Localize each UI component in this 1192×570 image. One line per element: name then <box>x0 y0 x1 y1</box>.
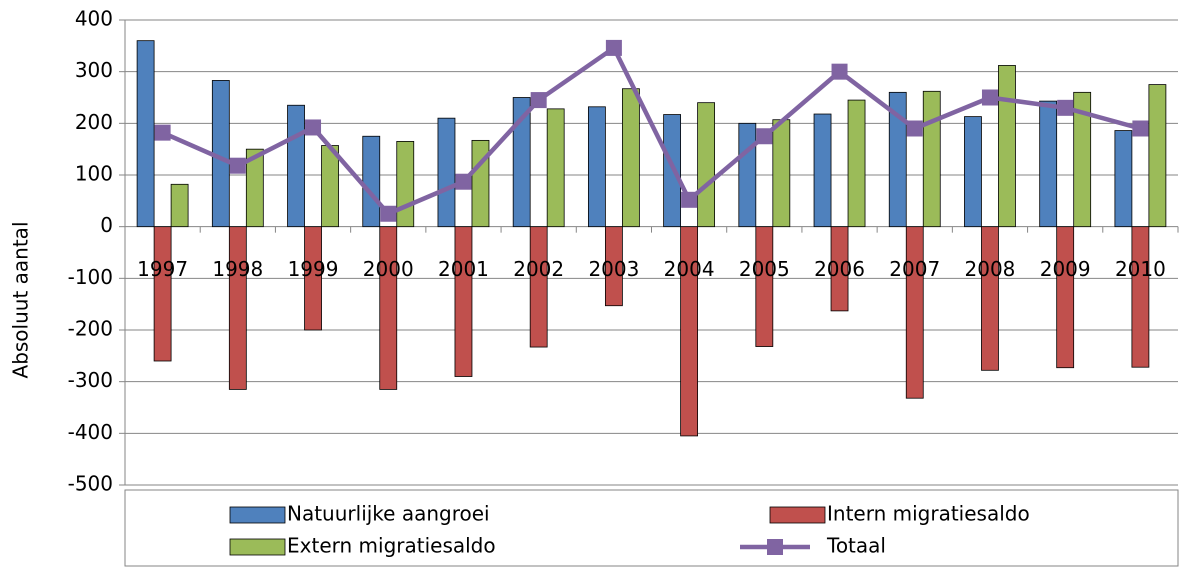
x-tick-label: 1997 <box>137 257 188 281</box>
marker <box>831 63 848 80</box>
marker <box>455 173 472 190</box>
x-tick-label: 2005 <box>739 257 790 281</box>
bar <box>680 226 699 437</box>
y-tick-label: -400 <box>68 420 113 444</box>
legend-label: Natuurlijke aangroei <box>287 502 490 526</box>
x-tick-label: 2007 <box>889 257 940 281</box>
legend-label: Intern migratiesaldo <box>827 502 1030 526</box>
bar <box>1131 226 1150 368</box>
y-tick-label: 100 <box>75 162 113 186</box>
x-tick-label: 2000 <box>363 257 414 281</box>
marker <box>1132 120 1149 137</box>
bar <box>587 106 606 228</box>
bar <box>1148 84 1167 228</box>
bar <box>437 117 456 228</box>
y-tick-label: 0 <box>100 213 113 237</box>
x-tick-label: 2001 <box>438 257 489 281</box>
marker <box>1057 99 1074 116</box>
bar <box>245 148 264 228</box>
x-tick-label: 2010 <box>1115 257 1166 281</box>
y-tick-label: 200 <box>75 110 113 134</box>
y-tick-label: 400 <box>75 7 113 31</box>
marker <box>681 191 698 208</box>
bar <box>471 139 490 228</box>
bar <box>228 226 247 390</box>
bar <box>1114 130 1133 228</box>
y-axis-title: Absoluut aantal <box>9 222 33 379</box>
y-tick-label: 300 <box>75 58 113 82</box>
bar <box>1056 226 1075 369</box>
bar <box>321 145 339 228</box>
x-tick-label: 1999 <box>288 257 339 281</box>
y-tick-label: -200 <box>68 317 113 341</box>
marker <box>981 89 998 106</box>
bar <box>621 88 640 228</box>
marker <box>380 205 397 222</box>
bar <box>888 91 907 228</box>
bar <box>813 113 832 228</box>
legend-swatch <box>229 538 286 556</box>
x-tick-label: 2008 <box>965 257 1016 281</box>
bar <box>755 226 774 347</box>
bar <box>170 183 189 228</box>
bar <box>153 226 172 362</box>
marker <box>305 119 322 136</box>
bar <box>604 226 623 307</box>
marker <box>229 157 246 174</box>
bar <box>738 122 757 228</box>
bar <box>922 90 941 228</box>
marker <box>530 92 547 109</box>
bar <box>136 40 155 228</box>
bar <box>529 226 548 348</box>
bar <box>847 99 866 228</box>
marker <box>605 39 622 56</box>
legend-label: Extern migratiesaldo <box>287 534 496 558</box>
bar <box>998 65 1016 228</box>
bar <box>362 135 381 228</box>
x-tick-label: 2003 <box>588 257 639 281</box>
bar <box>304 226 322 331</box>
bar <box>663 114 682 228</box>
x-tick-label: 2009 <box>1040 257 1091 281</box>
marker <box>154 124 171 141</box>
legend-box <box>124 489 1179 567</box>
bar <box>287 104 305 228</box>
bar <box>830 226 849 312</box>
bar <box>396 141 415 228</box>
legend-swatch <box>769 506 826 524</box>
bar <box>454 226 473 377</box>
bar <box>981 226 999 371</box>
bar <box>964 116 982 228</box>
bar <box>546 108 565 228</box>
bar <box>697 102 716 228</box>
bar <box>1039 100 1058 228</box>
x-tick-label: 2004 <box>664 257 715 281</box>
line <box>161 44 1141 217</box>
bar <box>772 119 791 228</box>
bar <box>512 97 531 228</box>
y-tick-label: -100 <box>68 265 113 289</box>
x-tick-label: 2006 <box>814 257 865 281</box>
legend-swatch <box>229 506 286 524</box>
x-tick-label: 2002 <box>513 257 564 281</box>
bar <box>1073 91 1092 228</box>
y-tick-label: -500 <box>68 472 113 496</box>
marker <box>756 128 773 145</box>
legend-marker <box>767 539 783 555</box>
legend-label: Totaal <box>826 534 886 558</box>
y-tick-label: -300 <box>68 368 113 392</box>
bar <box>379 226 398 390</box>
marker <box>906 120 923 137</box>
bar <box>905 226 924 399</box>
x-tick-label: 1998 <box>212 257 263 281</box>
